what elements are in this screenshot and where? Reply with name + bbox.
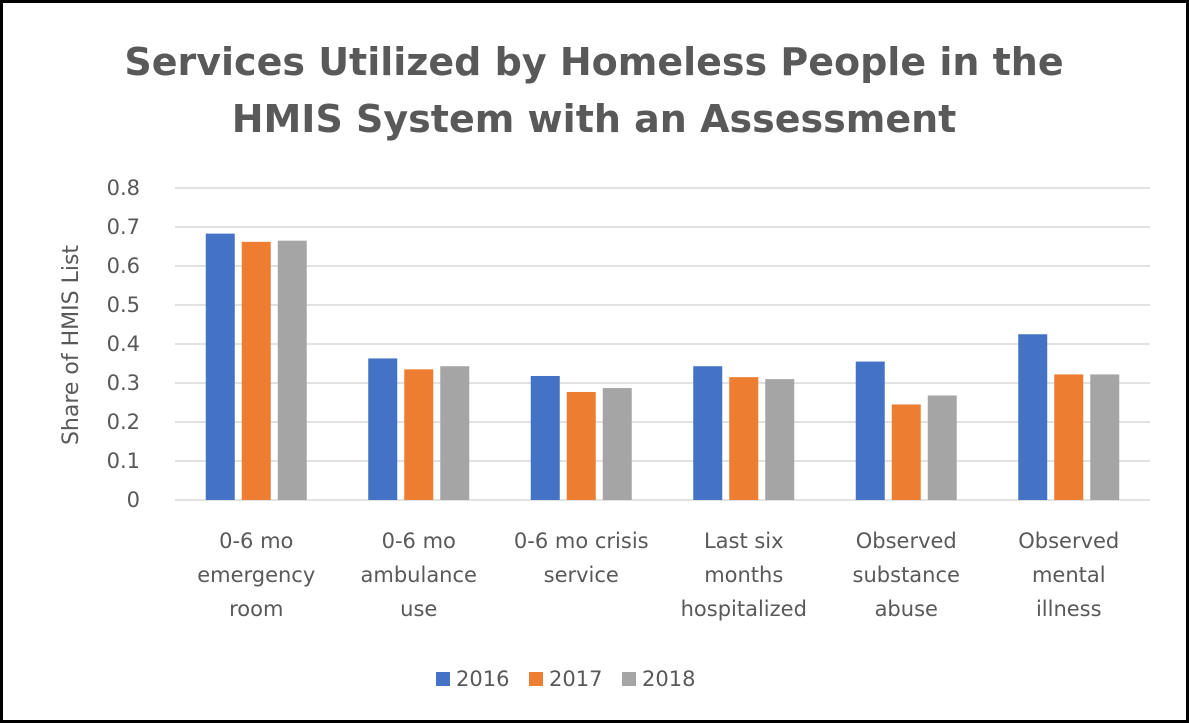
bar-2016-3 — [693, 366, 723, 500]
category-labels: 0-6 mo emergency room 0-6 mo ambulance use 0-6… — [197, 529, 1119, 621]
legend-label-2018: 2018 — [642, 667, 695, 691]
bar-2017-4 — [891, 404, 921, 500]
bar-2018-2 — [602, 388, 632, 500]
legend-swatch-2016 — [436, 672, 450, 686]
bar-2016-2 — [530, 375, 560, 500]
category-label: emergency — [197, 563, 315, 587]
category-label: Observed — [856, 529, 957, 553]
chart-title-line-2: HMIS System with an Assessment — [232, 97, 957, 141]
bars — [205, 233, 1120, 500]
y-axis-label: Share of HMIS List — [59, 245, 84, 445]
category-label: Last six — [704, 529, 784, 553]
category-label: substance — [853, 563, 960, 587]
y-tick-label: 0.1 — [107, 449, 140, 473]
category-label: illness — [1036, 597, 1102, 621]
bar-2016-5 — [1018, 334, 1048, 500]
bar-2016-4 — [855, 361, 885, 500]
bar-2017-0 — [241, 241, 271, 500]
bar-2017-1 — [404, 369, 434, 500]
category-label: months — [704, 563, 783, 587]
gridlines — [175, 187, 1150, 501]
category-label: mental — [1032, 563, 1106, 587]
y-tick-label: 0 — [127, 488, 140, 512]
category-label: Observed — [1018, 529, 1119, 553]
legend-label-2016: 2016 — [456, 667, 509, 691]
y-tick-label: 0.7 — [107, 215, 140, 239]
y-tick-label: 0.6 — [107, 254, 140, 278]
bar-2018-1 — [440, 366, 470, 500]
legend-swatch-2017 — [529, 672, 543, 686]
bar-2017-3 — [729, 377, 759, 500]
y-axis-ticks: 0 0.1 0.2 0.3 0.4 0.5 0.6 0.7 0.8 — [107, 176, 140, 512]
category-label: 0-6 mo — [219, 529, 293, 553]
bar-2018-0 — [277, 240, 307, 500]
bar-2018-3 — [765, 379, 795, 500]
y-tick-label: 0.2 — [107, 410, 140, 434]
category-label: room — [229, 597, 283, 621]
y-tick-label: 0.4 — [107, 332, 140, 356]
bar-2017-2 — [566, 391, 596, 500]
category-label: ambulance — [361, 563, 477, 587]
category-label: 0-6 mo crisis — [514, 529, 649, 553]
category-label: abuse — [875, 597, 938, 621]
bar-2018-4 — [927, 395, 957, 500]
bar-2018-5 — [1090, 374, 1120, 500]
category-label: 0-6 mo — [382, 529, 456, 553]
y-tick-label: 0.8 — [107, 176, 140, 200]
category-label: hospitalized — [681, 597, 807, 621]
y-tick-label: 0.3 — [107, 371, 140, 395]
category-label: service — [544, 563, 619, 587]
legend-swatch-2018 — [622, 672, 636, 686]
category-label: use — [400, 597, 437, 621]
bar-2016-0 — [205, 233, 235, 500]
legend-label-2017: 2017 — [549, 667, 602, 691]
y-tick-label: 0.5 — [107, 293, 140, 317]
bar-2016-1 — [368, 358, 398, 500]
chart-title-line-1: Services Utilized by Homeless People in … — [124, 40, 1063, 84]
legend: 2016 2017 2018 — [436, 667, 695, 691]
bar-2017-5 — [1054, 374, 1084, 500]
